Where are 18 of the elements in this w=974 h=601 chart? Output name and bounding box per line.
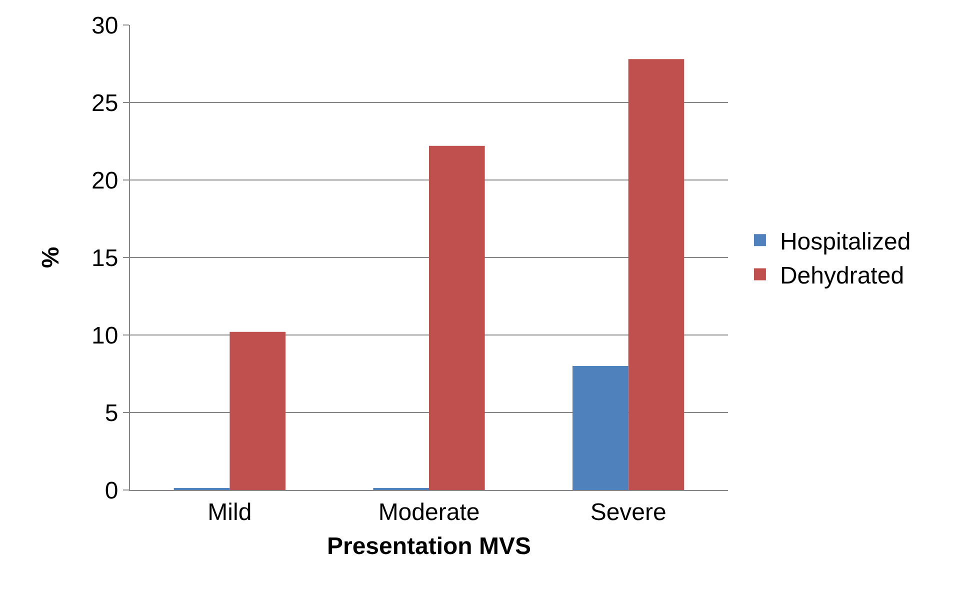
y-tick-label: 30 [91,12,118,40]
y-tick-label: 5 [104,400,118,427]
bar [429,146,485,490]
y-tick-label: 15 [91,244,118,272]
y-axis-title: % [38,246,65,268]
x-tick-label: Severe [590,498,666,526]
y-tick-label: 25 [91,90,118,117]
legend-label: Hospitalized [780,228,911,256]
y-tick-label: 20 [91,167,118,194]
y-tick-label: 10 [91,322,118,350]
legend-label: Dehydrated [780,262,904,290]
bar [628,59,684,490]
x-tick-label: Mild [208,498,252,526]
bar [230,332,286,490]
y-tick-label: 0 [104,477,118,504]
x-axis-title: Presentation MVS [326,533,532,560]
bar [572,366,628,490]
x-tick-label: Moderate [378,498,480,526]
